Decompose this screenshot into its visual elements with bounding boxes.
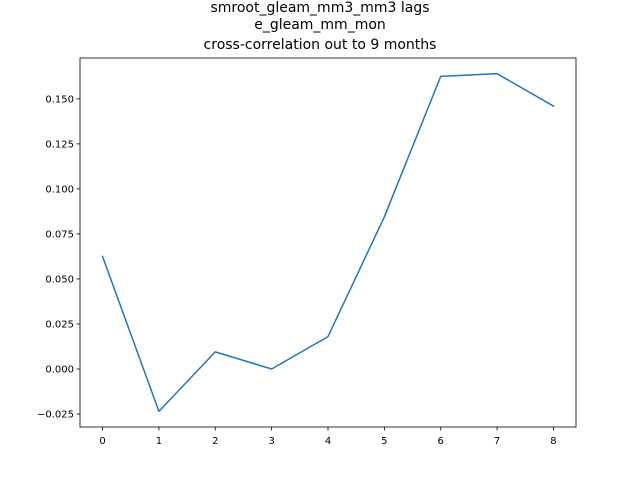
y-axis: −0.025 0.000 0.025 0.050 0.075 0.100 0.125 0.15… bbox=[37, 94, 80, 421]
chart-title: smroot_gleam_mm3_mm3 lags e_gleam_mm_mon… bbox=[204, 0, 437, 53]
x-tick-label: 1 bbox=[156, 436, 162, 447]
x-tick-label: 3 bbox=[268, 436, 274, 447]
y-tick-label: 0.125 bbox=[45, 139, 74, 150]
x-tick-label: 7 bbox=[494, 436, 500, 447]
y-tick-label: −0.025 bbox=[37, 410, 74, 421]
x-tick-label: 0 bbox=[99, 436, 105, 447]
y-tick-label: 0.100 bbox=[45, 184, 74, 195]
plot-area bbox=[80, 58, 576, 427]
title-line-3: cross-correlation out to 9 months bbox=[204, 37, 437, 53]
x-tick-label: 8 bbox=[550, 436, 556, 447]
x-tick-label: 6 bbox=[438, 436, 444, 447]
plot-background bbox=[80, 58, 576, 427]
title-line-1: smroot_gleam_mm3_mm3 lags bbox=[210, 0, 429, 16]
x-axis: 0 1 2 3 4 5 6 7 8 bbox=[99, 427, 557, 447]
title-line-2: e_gleam_mm_mon bbox=[254, 17, 386, 33]
y-tick-label: 0.075 bbox=[45, 229, 74, 240]
x-tick-label: 5 bbox=[381, 436, 387, 447]
x-tick-label: 4 bbox=[325, 436, 331, 447]
series-layer bbox=[101, 72, 555, 413]
series-line-0 bbox=[101, 72, 555, 413]
y-tick-label: 0.000 bbox=[45, 365, 74, 376]
x-tick-label: 2 bbox=[212, 436, 218, 447]
y-tick-label: 0.050 bbox=[45, 274, 74, 285]
y-tick-label: 0.025 bbox=[45, 319, 74, 330]
plot-frame bbox=[79, 57, 577, 428]
y-tick-label: 0.150 bbox=[45, 94, 74, 105]
